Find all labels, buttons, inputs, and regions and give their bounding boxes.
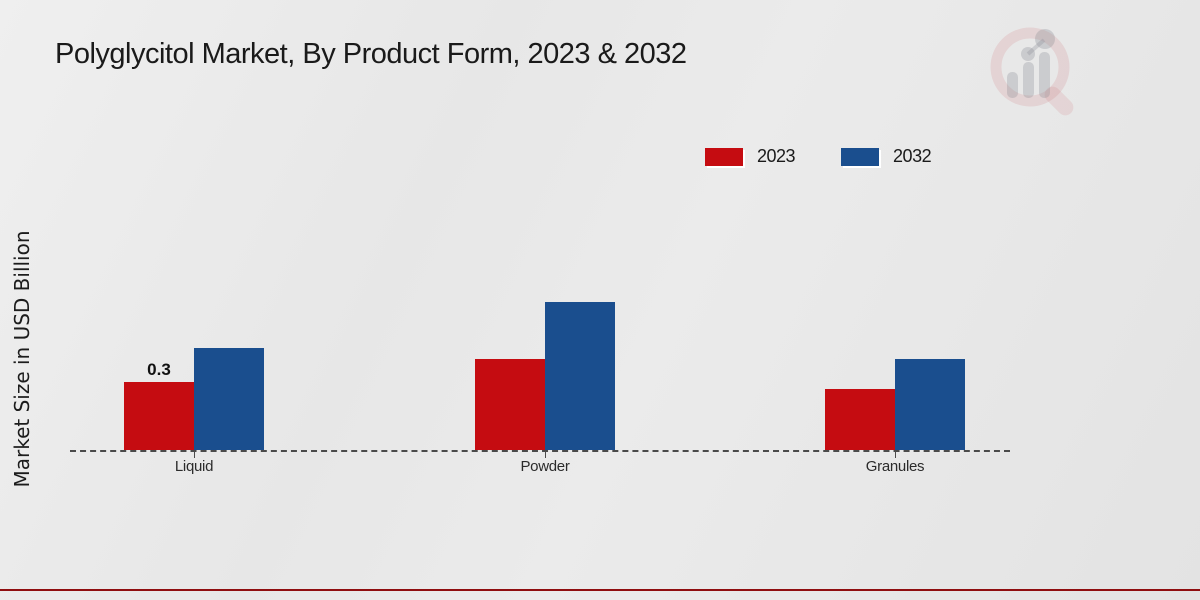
x-axis-tick-granules <box>895 452 896 458</box>
legend-swatch-2023 <box>705 147 743 166</box>
footer-accent-band <box>0 589 1200 600</box>
bar-2023-granules <box>825 389 895 450</box>
chart-title: Polyglycitol Market, By Product Form, 20… <box>55 38 687 70</box>
bar-value-label-2023-liquid: 0.3 <box>147 360 171 379</box>
bar-2032-liquid <box>194 348 264 450</box>
x-axis-tick-powder <box>545 452 546 458</box>
category-label-granules: Granules <box>865 458 925 475</box>
bar-chart-magnifier-logo-icon <box>985 22 1095 122</box>
x-axis-tick-liquid <box>194 452 195 458</box>
bar-2023-powder <box>475 359 545 450</box>
legend-label-2032: 2032 <box>893 146 932 166</box>
legend-label-2023: 2023 <box>757 146 796 166</box>
legend-item-2023: 2023 <box>705 146 796 167</box>
chart-legend: 2023 2032 <box>705 146 932 167</box>
legend-swatch-2032 <box>841 147 880 166</box>
category-label-powder: Powder <box>520 458 570 475</box>
legend-item-2032: 2032 <box>841 146 932 167</box>
category-label-liquid: Liquid <box>174 458 214 475</box>
x-axis-baseline <box>70 450 1010 452</box>
bar-2032-granules <box>895 359 965 450</box>
bar-2032-powder <box>545 302 615 450</box>
bar-2023-liquid <box>124 382 194 450</box>
